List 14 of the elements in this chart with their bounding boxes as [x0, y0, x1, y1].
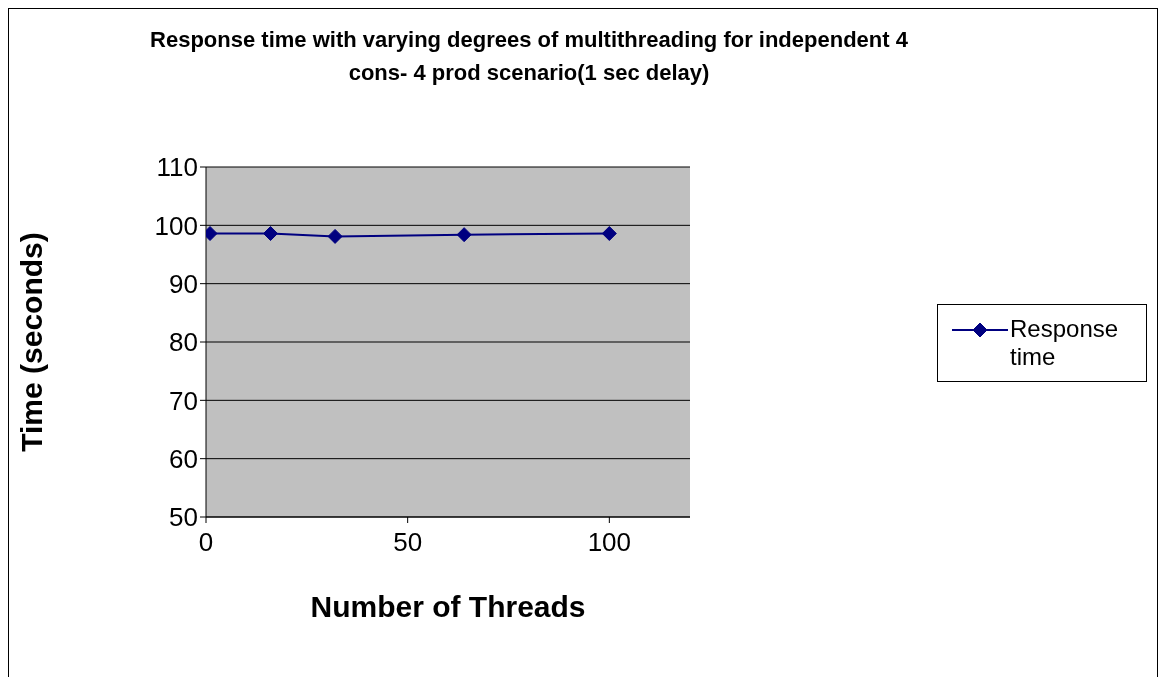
legend-label: Response time [1010, 315, 1120, 371]
chart-title: Response time with varying degrees of multithreading for independent 4 cons- 4 prod scenario(1 sec delay) [149, 26, 909, 87]
y-tick-label: 90 [169, 268, 198, 299]
y-axis-title: Time (seconds) [14, 232, 48, 452]
x-tick-label: 50 [393, 527, 423, 558]
y-tick-label: 100 [154, 210, 198, 241]
x-tick-label: 100 [587, 527, 632, 558]
y-tick-label: 80 [169, 327, 198, 358]
x-axis-title: Number of Threads [310, 590, 586, 623]
y-tick-label: 70 [169, 385, 198, 416]
y-tick-label: 110 [156, 152, 198, 183]
y-tick-label: 60 [169, 443, 198, 474]
y-tick-label: 50 [169, 502, 198, 533]
x-tick-label: 0 [198, 527, 214, 558]
